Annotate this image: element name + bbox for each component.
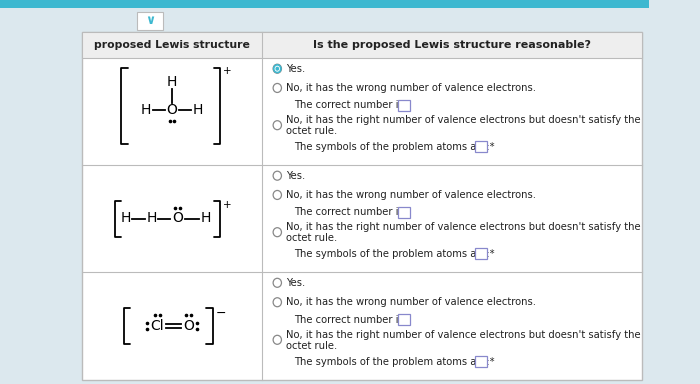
Bar <box>398 99 410 111</box>
Text: H: H <box>200 212 211 225</box>
Text: octet rule.: octet rule. <box>286 341 337 351</box>
Bar <box>0 0 649 8</box>
Bar <box>398 314 410 325</box>
Text: No, it has the wrong number of valence electrons.: No, it has the wrong number of valence e… <box>286 297 536 307</box>
Text: proposed Lewis structure: proposed Lewis structure <box>94 40 250 50</box>
Text: H: H <box>141 103 151 116</box>
Text: −: − <box>216 307 226 320</box>
Text: H: H <box>193 103 203 116</box>
Text: O: O <box>167 103 178 116</box>
Bar <box>137 12 163 30</box>
Text: No, it has the right number of valence electrons but doesn't satisfy the: No, it has the right number of valence e… <box>286 115 640 125</box>
Text: H: H <box>120 212 131 225</box>
Circle shape <box>275 67 279 71</box>
Text: No, it has the wrong number of valence electrons.: No, it has the wrong number of valence e… <box>286 83 536 93</box>
Bar <box>82 32 642 380</box>
Text: octet rule.: octet rule. <box>286 126 337 136</box>
Text: The symbols of the problem atoms are:*: The symbols of the problem atoms are:* <box>294 357 495 367</box>
Text: The symbols of the problem atoms are:*: The symbols of the problem atoms are:* <box>294 249 495 259</box>
Text: Yes.: Yes. <box>286 64 305 74</box>
Text: +: + <box>223 200 232 210</box>
Text: No, it has the wrong number of valence electrons.: No, it has the wrong number of valence e… <box>286 190 536 200</box>
Text: No, it has the right number of valence electrons but doesn't satisfy the: No, it has the right number of valence e… <box>286 222 640 232</box>
Text: H: H <box>146 212 157 225</box>
Text: The symbols of the problem atoms are:*: The symbols of the problem atoms are:* <box>294 142 495 152</box>
Text: The correct number is:: The correct number is: <box>294 100 407 110</box>
Text: Cl: Cl <box>150 319 164 333</box>
Text: Yes.: Yes. <box>286 278 305 288</box>
Text: O: O <box>172 212 183 225</box>
Text: Yes.: Yes. <box>286 171 305 181</box>
Text: No, it has the right number of valence electrons but doesn't satisfy the: No, it has the right number of valence e… <box>286 330 640 340</box>
Text: octet rule.: octet rule. <box>286 233 337 243</box>
Bar <box>398 207 410 218</box>
Text: Is the proposed Lewis structure reasonable?: Is the proposed Lewis structure reasonab… <box>313 40 591 50</box>
Text: ∨: ∨ <box>145 15 155 28</box>
Bar <box>475 356 487 367</box>
Text: H: H <box>167 76 177 89</box>
Text: The correct number is:: The correct number is: <box>294 314 407 324</box>
Bar <box>82 32 642 58</box>
Bar <box>475 248 487 259</box>
Text: The correct number is:: The correct number is: <box>294 207 407 217</box>
Text: +: + <box>223 66 232 76</box>
Bar <box>475 141 487 152</box>
Text: O: O <box>183 319 194 333</box>
